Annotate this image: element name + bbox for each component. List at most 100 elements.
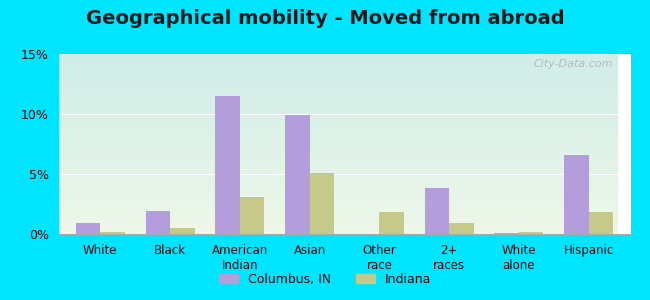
Bar [58, 166, 617, 167]
Bar [58, 222, 617, 223]
Bar [424, 188, 449, 234]
Bar [240, 197, 265, 234]
Bar [58, 67, 617, 68]
Bar [589, 212, 613, 234]
Bar [58, 216, 617, 217]
Bar [58, 118, 617, 119]
Bar [58, 203, 617, 204]
Bar [58, 68, 617, 69]
Bar [58, 209, 617, 210]
Bar [58, 175, 617, 176]
Bar [58, 150, 617, 151]
Bar [495, 233, 519, 234]
Bar [58, 65, 617, 66]
Bar [58, 87, 617, 88]
Bar [58, 100, 617, 101]
Bar [58, 60, 617, 61]
Bar [58, 85, 617, 86]
Bar [146, 211, 170, 234]
Bar [58, 174, 617, 175]
Bar [58, 83, 617, 84]
Bar [58, 90, 617, 91]
Bar [58, 143, 617, 144]
Bar [58, 196, 617, 197]
Bar [58, 112, 617, 113]
Bar [58, 177, 617, 178]
Bar [58, 88, 617, 89]
Bar [58, 98, 617, 99]
Bar [58, 158, 617, 159]
Bar [100, 232, 125, 234]
Bar [380, 212, 404, 234]
Bar [58, 149, 617, 150]
Bar [58, 56, 617, 57]
Bar [58, 82, 617, 83]
Bar [58, 227, 617, 228]
Bar [58, 220, 617, 221]
Bar [58, 136, 617, 137]
Bar [58, 199, 617, 200]
Bar [449, 223, 474, 234]
Bar [58, 195, 617, 196]
Bar [58, 160, 617, 161]
Bar [58, 224, 617, 225]
Bar [58, 161, 617, 162]
Bar [58, 193, 617, 194]
Bar [58, 57, 617, 58]
Bar [58, 114, 617, 115]
Bar [58, 188, 617, 189]
Bar [58, 70, 617, 71]
Bar [58, 181, 617, 182]
Bar [58, 151, 617, 152]
Bar [58, 205, 617, 206]
Bar [58, 156, 617, 157]
Bar [58, 106, 617, 107]
Bar [58, 102, 617, 103]
Bar [58, 131, 617, 132]
Bar [170, 228, 194, 234]
Bar [58, 134, 617, 135]
Bar [58, 201, 617, 202]
Bar [58, 186, 617, 187]
Bar [58, 172, 617, 173]
Bar [58, 198, 617, 199]
Bar [58, 125, 617, 126]
Bar [58, 194, 617, 195]
Bar [58, 170, 617, 171]
Bar [58, 113, 617, 114]
Bar [58, 92, 617, 93]
Bar [58, 117, 617, 118]
Bar [309, 173, 334, 234]
Bar [58, 217, 617, 218]
Bar [58, 54, 617, 55]
Bar [58, 157, 617, 158]
Text: City-Data.com: City-Data.com [534, 59, 614, 69]
Bar [76, 223, 100, 234]
Bar [58, 208, 617, 209]
Legend: Columbus, IN, Indiana: Columbus, IN, Indiana [214, 268, 436, 291]
Bar [58, 62, 617, 63]
Bar [58, 101, 617, 102]
Bar [58, 215, 617, 216]
Bar [285, 115, 309, 234]
Bar [58, 163, 617, 164]
Bar [58, 200, 617, 201]
Bar [58, 95, 617, 96]
Bar [58, 138, 617, 139]
Bar [58, 66, 617, 67]
Bar [58, 126, 617, 127]
Bar [58, 207, 617, 208]
Bar [58, 164, 617, 165]
Bar [58, 145, 617, 146]
Bar [58, 173, 617, 174]
Bar [58, 165, 617, 166]
Bar [58, 79, 617, 80]
Bar [58, 187, 617, 188]
Bar [58, 233, 617, 234]
Bar [58, 202, 617, 203]
Bar [58, 159, 617, 160]
Bar [58, 206, 617, 207]
Bar [58, 55, 617, 56]
Bar [58, 81, 617, 82]
Bar [58, 221, 617, 222]
